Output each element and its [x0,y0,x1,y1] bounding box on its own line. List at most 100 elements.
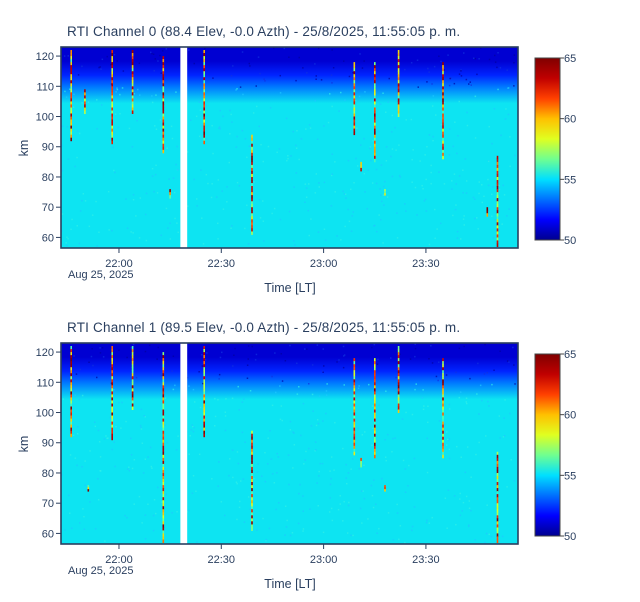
noise-speckle [199,406,202,409]
heatmap-area[interactable] [60,46,519,249]
noise-speckle [468,507,471,509]
echo-segment [111,98,113,102]
noise-speckle [386,196,389,198]
noise-speckle [193,178,195,181]
noise-speckle [454,208,457,211]
noise-speckle [414,355,416,358]
echo-segment [442,86,444,90]
noise-speckle [254,359,257,361]
noise-speckle [165,493,167,496]
noise-speckle [157,60,159,62]
echo-segment [111,412,113,416]
echo-segment [374,140,376,145]
y-tick-label: 120 [36,51,54,63]
noise-speckle [132,343,135,346]
echo-segment [87,487,90,490]
echo-segment [162,463,165,468]
noise-speckle [453,495,456,497]
noise-speckle [305,187,308,189]
noise-speckle [409,358,412,360]
echo-segment [353,400,356,404]
echo-segment [203,406,205,410]
noise-speckle [216,196,218,198]
noise-speckle [144,458,147,460]
noise-speckle [116,87,118,89]
noise-speckle [100,470,102,472]
noise-speckle [279,218,282,221]
noise-speckle [154,125,156,127]
echo-segment [353,424,356,429]
echo-segment [442,397,444,401]
noise-speckle [69,454,72,456]
echo-segment [162,509,165,513]
echo-segment [70,373,72,377]
echo-segment [203,62,205,66]
echo-segment [360,460,362,465]
y-axis-label: km [17,140,31,157]
echo-segment [251,476,253,480]
noise-speckle [323,365,325,367]
echo-segment [162,424,165,429]
heatmap-area[interactable] [60,342,519,545]
echo-segment [397,59,400,63]
echo-segment [496,180,499,184]
noise-speckle [318,186,320,188]
noise-speckle [330,174,333,177]
noise-speckle [159,119,162,121]
noise-speckle [224,429,227,432]
echo-segment [131,367,134,371]
echo-segment [162,62,165,66]
echo-segment [203,50,205,54]
noise-speckle [147,503,149,505]
noise-speckle [302,495,304,497]
noise-speckle [459,514,462,517]
noise-speckle [333,469,335,471]
echo-segment [70,367,72,371]
echo-streak [251,134,253,235]
echo-segment [353,430,356,435]
noise-speckle [119,93,121,96]
echo-segment [251,518,253,522]
noise-speckle [218,461,220,463]
chart-title: RTI Channel 0 (88.4 Elev, -0.0 Azth) - 2… [67,24,460,39]
echo-segment [251,460,253,465]
echo-segment [111,415,113,419]
noise-speckle [343,500,345,503]
echo-segment [496,213,499,217]
echo-segment [353,418,356,423]
echo-segment [442,95,444,99]
noise-speckle [138,495,141,498]
echo-segment [70,400,72,404]
noise-speckle [236,518,238,521]
noise-speckle [219,356,222,359]
noise-speckle [413,457,416,460]
noise-speckle [169,222,171,224]
echo-segment [162,113,165,117]
noise-speckle [144,514,147,516]
noise-speckle [485,435,487,437]
echo-segment [131,352,134,356]
echo-segment [374,415,376,419]
echo-segment [111,59,113,63]
echo-segment [131,68,134,72]
echo-segment [374,95,376,99]
noise-speckle [192,388,195,391]
echo-segment [111,391,113,395]
noise-speckle [359,507,362,510]
echo-streak [111,50,113,145]
noise-speckle [446,527,448,529]
echo-segment [496,195,499,199]
echo-segment [251,506,253,510]
echo-segment [162,137,165,142]
echo-segment [203,400,205,404]
noise-speckle [198,371,200,373]
echo-segment [353,92,356,96]
noise-speckle [392,437,394,440]
noise-speckle [168,178,170,180]
echo-segment [442,116,444,120]
echo-segment [70,427,72,432]
noise-speckle [96,99,98,101]
echo-segment [84,92,86,96]
noise-speckle [61,144,63,147]
echo-segment [397,400,400,404]
